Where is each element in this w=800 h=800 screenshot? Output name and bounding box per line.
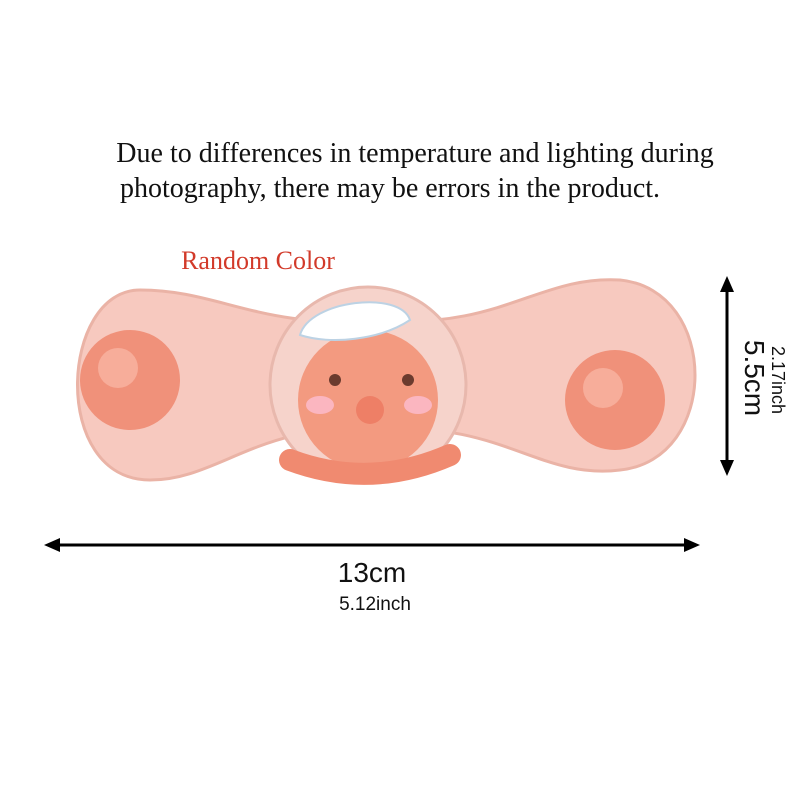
color-note: Random Color (181, 246, 335, 275)
notice-line: Due to differences in temperature and li… (116, 138, 713, 169)
length-cm: 13cm (338, 557, 406, 588)
height-arrow (720, 276, 734, 476)
width-arrow (44, 538, 700, 552)
height-cm: 5.5cm (739, 340, 770, 416)
height-inch: 2.17inch (768, 346, 788, 414)
length-inch: 5.12inch (339, 594, 411, 615)
notice-line: photography, there may be errors in the … (120, 173, 660, 204)
spinner-toy (76, 278, 697, 485)
